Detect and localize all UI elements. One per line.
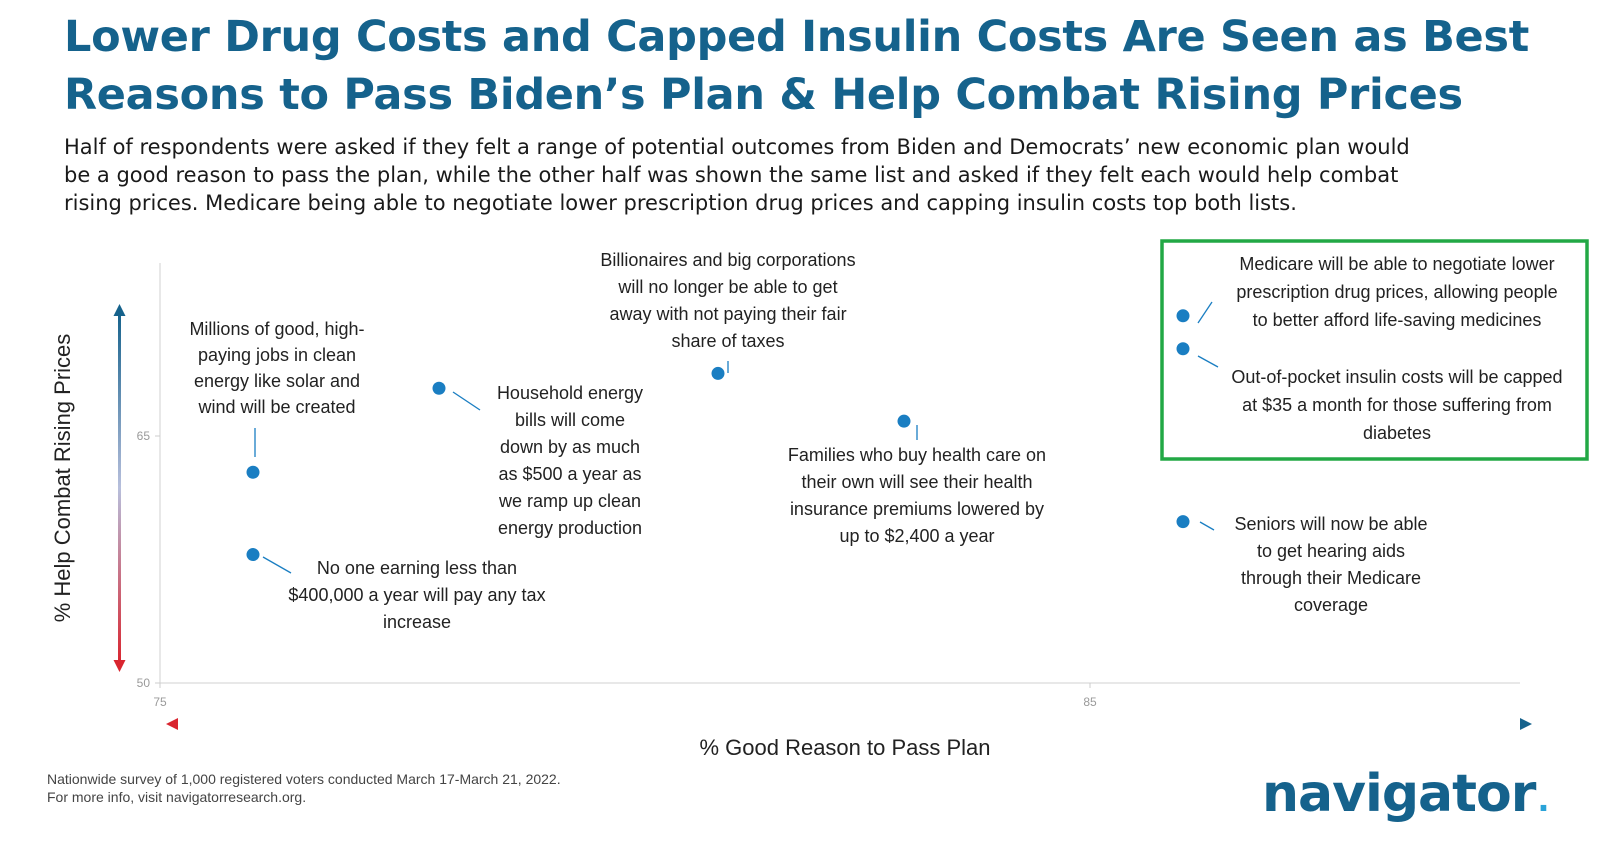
point-label: share of taxes — [671, 331, 784, 351]
point-label: $400,000 a year will pay any tax — [288, 585, 545, 605]
leader-line — [262, 556, 292, 574]
source-note-line-2: For more info, visit navigatorresearch.o… — [47, 789, 307, 805]
subtitle-line-2: be a good reason to pass the plan, while… — [64, 163, 1399, 187]
points-layer — [246, 301, 1219, 574]
point-label: insurance premiums lowered by — [790, 499, 1044, 519]
point-label: to better afford life-saving medicines — [1253, 310, 1542, 330]
logo-text: navigator — [1262, 764, 1536, 824]
point-label: Millions of good, high- — [189, 319, 364, 339]
point-label: Billionaires and big corporations — [600, 250, 855, 270]
point-label: to get hearing aids — [1257, 541, 1405, 561]
title-line-2: Reasons to Pass Biden’s Plan & Help Comb… — [64, 70, 1463, 120]
leader-line — [1197, 355, 1219, 368]
subtitle-line-1: Half of respondents were asked if they f… — [64, 135, 1410, 159]
point-label: up to $2,400 a year — [839, 526, 994, 546]
navigator-logo: navigator. — [1262, 764, 1550, 824]
leader-line — [1199, 521, 1215, 531]
point-label: No one earning less than — [317, 558, 517, 578]
point-label: down by as much — [500, 437, 640, 457]
axes-layer: 75 85 50 65 % Good Reason to Pass Plan % Help… — [50, 239, 1589, 760]
page-title: Lower Drug Costs and Capped Insulin Cost… — [64, 8, 1564, 124]
y-arrowhead-bottom — [113, 660, 126, 672]
point-label: Out-of-pocket insulin costs will be capp… — [1231, 367, 1562, 387]
logo-dot: . — [1537, 781, 1549, 819]
point-label: as $500 a year as — [498, 464, 641, 484]
point-label: diabetes — [1363, 423, 1431, 443]
point-label: energy production — [498, 518, 642, 538]
data-point — [1176, 342, 1190, 356]
labels-layer: Millions of good, high-paying jobs in cl… — [189, 250, 1562, 632]
data-point — [246, 548, 260, 562]
source-note-line-1: Nationwide survey of 1,000 registered vo… — [47, 771, 561, 787]
highlight-box — [1160, 239, 1589, 461]
point-label: paying jobs in clean — [198, 345, 356, 365]
point-label: away with not paying their fair — [609, 304, 846, 324]
point-label: at $35 a month for those suffering from — [1242, 395, 1552, 415]
point-label: Medicare will be able to negotiate lower — [1239, 254, 1554, 274]
point-label: coverage — [1294, 595, 1368, 615]
x-arrowhead-right — [1520, 718, 1532, 730]
x-axis-title: % Good Reason to Pass Plan — [699, 735, 990, 760]
data-point — [432, 381, 446, 395]
y-tick-label: 65 — [137, 429, 151, 443]
title-line-1: Lower Drug Costs and Capped Insulin Cost… — [64, 12, 1529, 62]
point-label: wind will be created — [197, 397, 355, 417]
data-point — [1176, 309, 1190, 323]
point-label: energy like solar and — [194, 371, 360, 391]
point-label: we ramp up clean — [498, 491, 641, 511]
leader-line — [452, 391, 481, 411]
page-subtitle: Half of respondents were asked if they f… — [64, 133, 1534, 217]
point-label: their own will see their health — [801, 472, 1032, 492]
y-axis-title: % Help Combat Rising Prices — [50, 334, 75, 623]
leader-line — [1197, 301, 1213, 324]
point-label: bills will come — [515, 410, 625, 430]
point-label: Household energy — [497, 383, 643, 403]
y-tick-label: 50 — [137, 676, 151, 690]
y-gradient-arrow — [118, 312, 121, 664]
subtitle-line-3: rising prices. Medicare being able to ne… — [64, 191, 1297, 215]
point-label: prescription drug prices, allowing peopl… — [1236, 282, 1557, 302]
data-point — [711, 366, 725, 380]
point-label: Families who buy health care on — [788, 445, 1046, 465]
source-note: Nationwide survey of 1,000 registered vo… — [47, 770, 561, 806]
y-arrowhead-top — [113, 304, 126, 316]
x-tick-label: 75 — [153, 695, 167, 709]
x-tick-label: 85 — [1083, 695, 1097, 709]
data-point — [897, 414, 911, 428]
point-label: Seniors will now be able — [1234, 514, 1427, 534]
data-point — [246, 465, 260, 479]
point-label: increase — [383, 612, 451, 632]
point-label: through their Medicare — [1241, 568, 1421, 588]
x-arrowhead-left — [166, 718, 178, 730]
point-label: will no longer be able to get — [617, 277, 837, 297]
data-point — [1176, 515, 1190, 529]
